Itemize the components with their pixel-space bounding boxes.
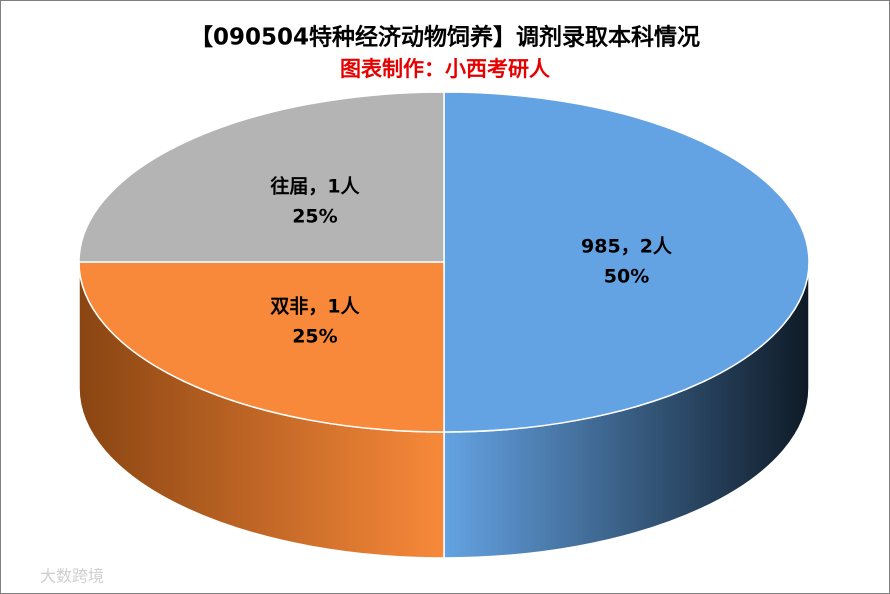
- pie-slice: [443, 91, 810, 433]
- chart-title: 【090504特种经济动物饲养】调剂录取本科情况: [190, 24, 700, 51]
- data-label: 往届，1人: [270, 174, 360, 197]
- data-label: 双非，1人: [270, 296, 360, 318]
- data-label: 985，2人: [581, 236, 673, 258]
- percent-label: 25%: [292, 326, 337, 348]
- pie-tops: [78, 91, 810, 433]
- pie-slice: [78, 261, 445, 433]
- chart-subtitle: 图表制作：小西考研人: [340, 57, 550, 81]
- watermark: 大数跨境: [40, 567, 104, 586]
- percent-label: 25%: [292, 205, 337, 227]
- percent-label: 50%: [604, 266, 649, 288]
- pie-slice: [78, 91, 445, 263]
- data-labels: 985，2人 50% 双非，1人 25% 往届，1人 25%: [270, 174, 673, 347]
